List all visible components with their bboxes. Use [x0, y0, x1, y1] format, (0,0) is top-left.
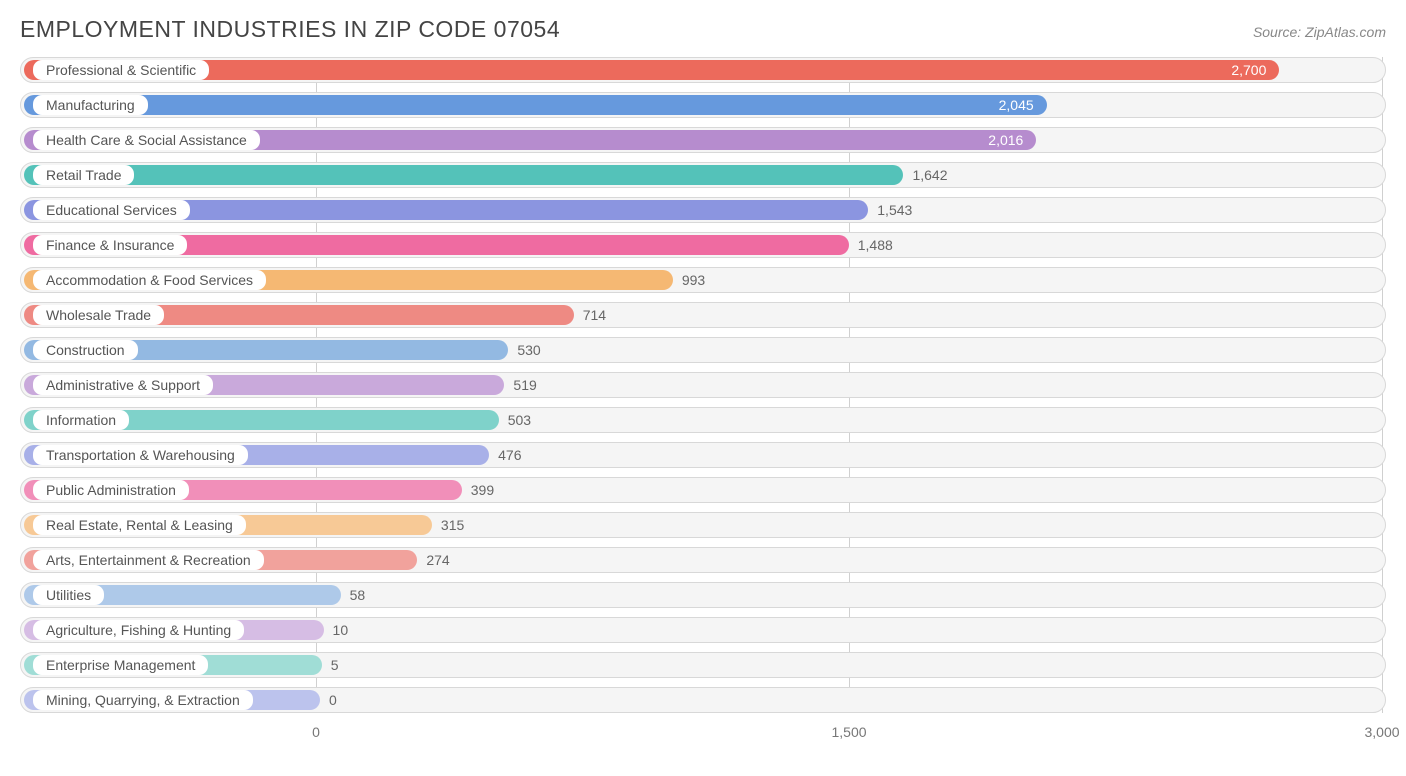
- bar-track: Manufacturing 2,045: [20, 92, 1386, 118]
- bar-list: Professional & Scientific 2,700 Manufactur…: [20, 57, 1386, 713]
- x-axis-tick-label: 3,000: [1364, 724, 1399, 740]
- bar-track: Transportation & Warehousing 476: [20, 442, 1386, 468]
- bar-category-label: Manufacturing: [33, 95, 148, 115]
- bar-category-label: Administrative & Support: [33, 375, 213, 395]
- bar-value-label: 1,642: [912, 167, 947, 183]
- bar-category-label: Construction: [33, 340, 138, 360]
- x-axis-tick-label: 1,500: [831, 724, 866, 740]
- bar-track: Accommodation & Food Services 993: [20, 267, 1386, 293]
- bar-value-label: 5: [331, 657, 339, 673]
- bar-track: Utilities 58: [20, 582, 1386, 608]
- bar-category-label: Public Administration: [33, 480, 189, 500]
- bar-track: Agriculture, Fishing & Hunting 10: [20, 617, 1386, 643]
- bar-category-label: Arts, Entertainment & Recreation: [33, 550, 264, 570]
- bar-category-label: Utilities: [33, 585, 104, 605]
- bar-value-label: 476: [498, 447, 521, 463]
- bar-track: Mining, Quarrying, & Extraction 0: [20, 687, 1386, 713]
- bar-value-label: 2,045: [999, 97, 1034, 113]
- bar-track: Retail Trade 1,642: [20, 162, 1386, 188]
- bar-category-label: Real Estate, Rental & Leasing: [33, 515, 246, 535]
- bar-fill: [24, 95, 1047, 115]
- bar-value-label: 1,488: [858, 237, 893, 253]
- bar-value-label: 993: [682, 272, 705, 288]
- bar-value-label: 58: [350, 587, 366, 603]
- bar-track: Real Estate, Rental & Leasing 315: [20, 512, 1386, 538]
- bar-value-label: 399: [471, 482, 494, 498]
- bar-value-label: 2,700: [1231, 62, 1266, 78]
- bar-track: Administrative & Support 519: [20, 372, 1386, 398]
- bar-value-label: 315: [441, 517, 464, 533]
- bar-category-label: Mining, Quarrying, & Extraction: [33, 690, 253, 710]
- bar-category-label: Wholesale Trade: [33, 305, 164, 325]
- chart-area: Professional & Scientific 2,700 Manufactur…: [20, 57, 1386, 746]
- bar-value-label: 519: [513, 377, 536, 393]
- bar-value-label: 1,543: [877, 202, 912, 218]
- bar-track: Wholesale Trade 714: [20, 302, 1386, 328]
- x-axis: 01,5003,000: [20, 722, 1386, 746]
- bar-value-label: 2,016: [988, 132, 1023, 148]
- bar-track: Health Care & Social Assistance 2,016: [20, 127, 1386, 153]
- chart-title: EMPLOYMENT INDUSTRIES IN ZIP CODE 07054: [20, 16, 560, 43]
- bar-value-label: 714: [583, 307, 606, 323]
- bar-category-label: Information: [33, 410, 129, 430]
- bar-track: Finance & Insurance 1,488: [20, 232, 1386, 258]
- bar-track: Arts, Entertainment & Recreation 274: [20, 547, 1386, 573]
- source-name: ZipAtlas.com: [1305, 24, 1386, 40]
- bar-value-label: 10: [333, 622, 349, 638]
- bar-category-label: Transportation & Warehousing: [33, 445, 248, 465]
- bar-category-label: Finance & Insurance: [33, 235, 187, 255]
- bar-track: Information 503: [20, 407, 1386, 433]
- bar-category-label: Educational Services: [33, 200, 190, 220]
- bar-category-label: Agriculture, Fishing & Hunting: [33, 620, 244, 640]
- bar-track: Enterprise Management 5: [20, 652, 1386, 678]
- bar-track: Construction 530: [20, 337, 1386, 363]
- chart-source: Source: ZipAtlas.com: [1253, 24, 1386, 40]
- bar-value-label: 503: [508, 412, 531, 428]
- bar-category-label: Retail Trade: [33, 165, 134, 185]
- bar-value-label: 0: [329, 692, 337, 708]
- bar-category-label: Accommodation & Food Services: [33, 270, 266, 290]
- bar-category-label: Enterprise Management: [33, 655, 208, 675]
- bar-category-label: Health Care & Social Assistance: [33, 130, 260, 150]
- bar-track: Public Administration 399: [20, 477, 1386, 503]
- bar-fill: [24, 60, 1279, 80]
- bar-track: Educational Services 1,543: [20, 197, 1386, 223]
- bar-category-label: Professional & Scientific: [33, 60, 209, 80]
- bar-value-label: 274: [426, 552, 449, 568]
- x-axis-tick-label: 0: [312, 724, 320, 740]
- bar-track: Professional & Scientific 2,700: [20, 57, 1386, 83]
- bar-fill: [24, 165, 903, 185]
- source-prefix: Source:: [1253, 24, 1301, 40]
- chart-header: EMPLOYMENT INDUSTRIES IN ZIP CODE 07054 …: [20, 16, 1386, 43]
- bar-value-label: 530: [517, 342, 540, 358]
